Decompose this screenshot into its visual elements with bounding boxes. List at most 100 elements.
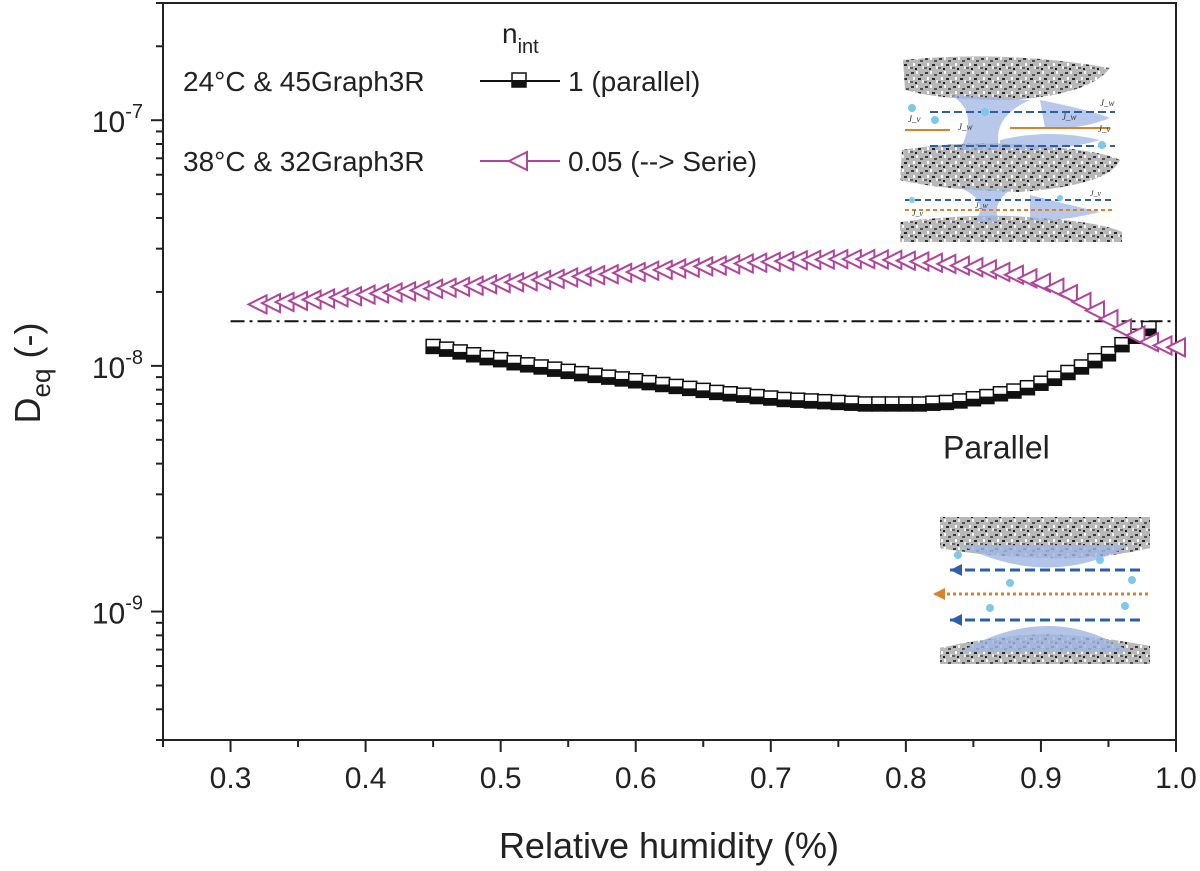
y-tick-label: 10-8 — [92, 347, 143, 385]
data-point-parallel-fill — [588, 375, 603, 383]
data-point-parallel-fill — [1087, 360, 1102, 368]
data-point-parallel-fill — [601, 377, 616, 385]
x-tick-label: 0.9 — [1020, 762, 1062, 795]
legend-header-sub: int — [518, 36, 540, 58]
data-point-parallel-fill — [682, 388, 697, 396]
data-point-parallel-fill — [723, 393, 738, 401]
inset-flux-label-1: J_w — [1100, 98, 1115, 108]
y-tick-label: 10-7 — [92, 101, 143, 139]
data-point-parallel-fill — [453, 351, 468, 359]
legend-series-1-nint: 1 (parallel) — [568, 66, 700, 97]
data-point-parallel-fill — [777, 399, 792, 407]
data-point-serie — [1110, 317, 1132, 340]
legend: nint 24°C & 45Graph3R 1 (parallel) 38°C … — [183, 18, 757, 177]
inset-flux-label-5: J_w — [1062, 112, 1077, 122]
data-point-parallel-fill — [831, 402, 846, 410]
data-point-serie — [1097, 308, 1119, 330]
data-point-parallel-fill — [885, 403, 900, 411]
x-tick-label: 0.5 — [480, 762, 522, 795]
data-point-parallel-fill — [817, 401, 832, 409]
data-point-parallel-fill — [736, 395, 751, 403]
data-point-parallel-fill — [993, 393, 1008, 401]
y-axis-title: Deq (-) — [7, 323, 56, 424]
data-point-parallel-fill — [939, 402, 954, 410]
data-point-parallel-fill — [871, 403, 886, 411]
data-point-parallel-fill — [709, 392, 724, 400]
data-point-parallel-fill — [439, 349, 454, 357]
data-point-parallel-fill — [858, 403, 873, 411]
x-tick-label: 0.6 — [615, 762, 657, 795]
inset-flux-label-4: J_v — [1098, 124, 1111, 134]
data-point-parallel-fill — [952, 400, 967, 408]
data-point-parallel-fill — [1033, 383, 1048, 391]
data-point-serie — [1043, 277, 1065, 299]
data-point-parallel-fill — [520, 364, 535, 372]
legend-series-1-name: 24°C & 45Graph3R — [183, 66, 425, 97]
data-point-parallel-fill — [534, 366, 549, 374]
data-point-serie — [1070, 291, 1092, 313]
series-parallel — [425, 320, 1157, 412]
data-point-parallel-fill — [1047, 378, 1062, 386]
data-point-parallel-fill — [1074, 366, 1089, 374]
data-point-parallel-fill — [615, 378, 630, 386]
data-point-parallel-fill — [493, 359, 508, 367]
data-point-parallel-fill — [507, 362, 522, 370]
data-point-parallel-fill — [750, 396, 765, 404]
data-point-parallel-fill — [1020, 387, 1035, 395]
inset-series-pore-schematic: J_w J_v J_w J_v J_w J_v J_w J_v — [898, 55, 1123, 243]
y-axis: 10-910-810-7 — [92, 2, 163, 741]
y-axis-title-main: D — [7, 397, 48, 423]
data-point-parallel-fill — [844, 403, 859, 411]
inset-parallel-pore-schematic — [933, 515, 1150, 665]
y-tick-label: 10-9 — [92, 593, 143, 631]
data-point-parallel-fill — [1060, 372, 1075, 380]
data-point-parallel-fill — [1101, 353, 1116, 361]
data-point-parallel-fill — [979, 396, 994, 404]
legend-series-1-marker-fill — [512, 80, 526, 87]
data-point-serie — [1124, 324, 1146, 347]
x-tick-label: 1.0 — [1155, 762, 1197, 795]
data-point-parallel-fill — [966, 398, 981, 406]
data-point-serie — [1056, 283, 1078, 305]
inset-flux-label-6: J_v — [912, 209, 924, 218]
data-point-parallel-fill — [426, 346, 441, 354]
data-point-parallel-fill — [804, 400, 819, 408]
inset-flux-label-2: J_v — [908, 114, 921, 124]
data-point-parallel-fill — [1141, 328, 1156, 336]
annotation-parallel: Parallel — [943, 429, 1050, 465]
data-point-parallel-fill — [574, 373, 589, 381]
x-axis-title: Relative humidity (%) — [499, 825, 839, 866]
data-point-parallel-fill — [912, 403, 927, 411]
data-point-parallel-fill — [628, 380, 643, 388]
data-point-serie — [1164, 336, 1186, 358]
legend-series-2-name: 38°C & 32Graph3R — [183, 146, 425, 177]
data-point-parallel-fill — [466, 354, 481, 362]
legend-series-2-nint: 0.05 (--> Serie) — [568, 146, 757, 177]
data-point-parallel-fill — [669, 386, 684, 394]
y-tick-base: 10 — [92, 598, 125, 631]
series-serie-line — [257, 258, 1177, 349]
y-tick-base: 10 — [92, 352, 125, 385]
legend-series-2-marker — [506, 150, 528, 172]
y-tick-base: 10 — [92, 106, 125, 139]
y-tick-exp: -8 — [125, 347, 143, 369]
data-point-parallel-fill — [561, 371, 576, 379]
data-point-parallel-fill — [790, 400, 805, 408]
x-tick-label: 0.3 — [210, 762, 252, 795]
data-point-parallel-fill — [696, 390, 711, 398]
legend-header: nint — [502, 18, 539, 58]
legend-header-main: n — [502, 18, 518, 49]
x-tick-label: 0.8 — [885, 762, 927, 795]
data-point-parallel-fill — [1006, 391, 1021, 399]
data-point-parallel-fill — [925, 403, 940, 411]
data-point-parallel-fill — [763, 398, 778, 406]
plot-frame — [162, 2, 1177, 741]
inset-flux-label-8: J_v — [1090, 189, 1102, 198]
data-point-parallel-fill — [547, 369, 562, 377]
data-point-parallel-fill — [642, 382, 657, 390]
x-axis: 0.3 0.4 0.5 0.6 0.7 0.8 0.9 1.0 — [162, 740, 1197, 795]
data-point-serie — [1083, 299, 1105, 322]
data-point-parallel-fill — [1114, 344, 1129, 352]
data-point-parallel-fill — [480, 357, 495, 365]
